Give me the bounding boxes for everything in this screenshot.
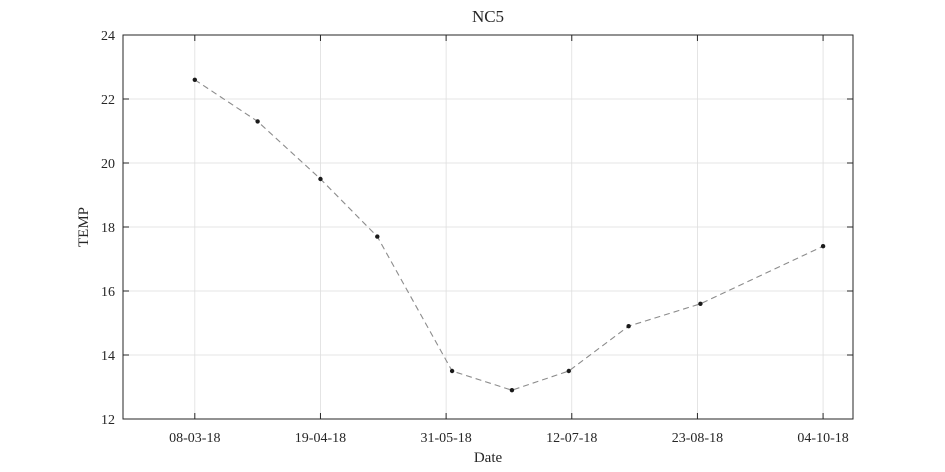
- data-point: [820, 244, 826, 249]
- data-point: [698, 301, 703, 306]
- data-point: [626, 324, 631, 329]
- y-tick-label: 12: [101, 413, 115, 428]
- x-axis-label: Date: [474, 450, 503, 466]
- axis-ticks: 12 14 16 18 20 22 24 08-03-18 19-04-18 31-05-18 12…: [101, 29, 853, 446]
- data-point: [375, 234, 380, 239]
- x-tick-label: 23-08-18: [672, 431, 723, 446]
- y-tick-label: 24: [101, 29, 115, 44]
- x-tick-label: 04-10-18: [797, 431, 848, 446]
- y-axis-label: TEMP: [76, 207, 92, 247]
- x-tick-label: 31-05-18: [420, 431, 471, 446]
- y-tick-label: 14: [101, 349, 115, 364]
- y-tick-label: 16: [101, 285, 115, 300]
- data-point: [509, 388, 515, 393]
- x-tick-label: 19-04-18: [295, 431, 346, 446]
- data-point: [318, 176, 323, 182]
- data-point: [566, 368, 571, 374]
- x-tick-label: 12-07-18: [546, 431, 597, 446]
- series-line: [194, 79, 824, 391]
- chart-title: NC5: [472, 7, 504, 26]
- y-tick-label: 20: [101, 157, 115, 172]
- x-tick-label: 08-03-18: [169, 431, 220, 446]
- data-point: [449, 368, 455, 374]
- grid: [123, 35, 853, 419]
- y-tick-label: 18: [101, 221, 115, 236]
- series-temp: [192, 77, 826, 393]
- data-point: [255, 119, 260, 124]
- y-tick-label: 22: [101, 93, 115, 108]
- data-point: [192, 77, 198, 83]
